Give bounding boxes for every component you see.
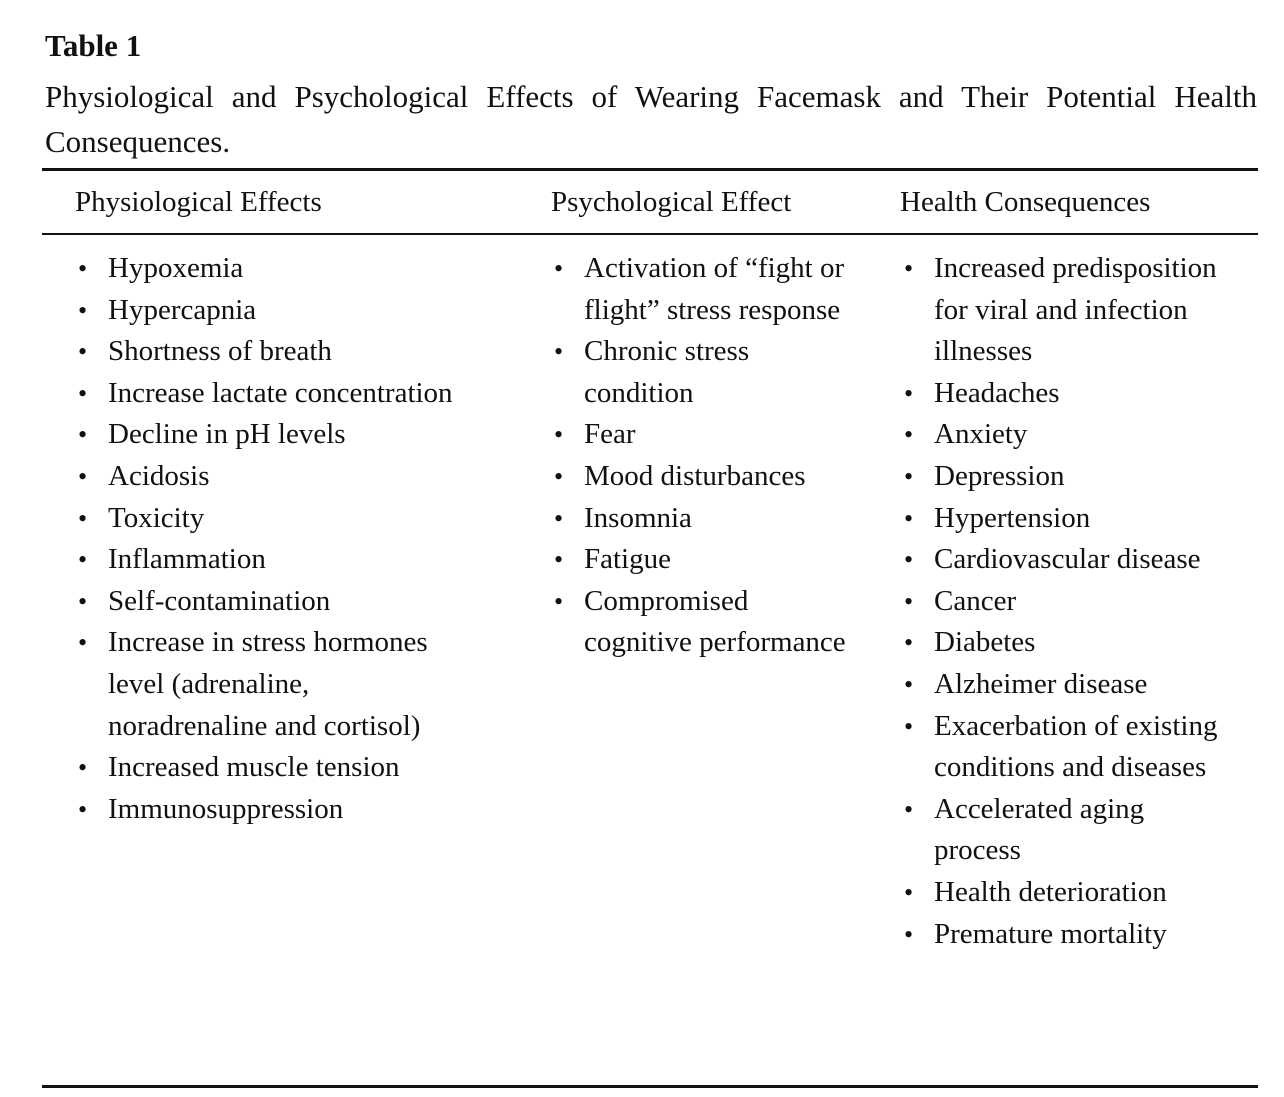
list-item: Accelerated aging process [904,789,1220,872]
list-item: Hypertension [904,498,1220,540]
list-item: Decline in pH levels [78,414,474,456]
list-item: Fear [554,414,850,456]
list-item: Headaches [904,373,1220,415]
list-item: Acidosis [78,456,474,498]
list-item: Insomnia [554,498,850,540]
list-item: Self-contamination [78,581,474,623]
top-rule [42,168,1258,171]
list-item: Anxiety [904,414,1220,456]
list-item: Health deterioration [904,872,1220,914]
list-item: Compromised cognitive performance [554,581,850,664]
list-item: Increased predisposition for viral and i… [904,248,1220,373]
list-item: Hypercapnia [78,290,474,332]
list-item: Chronic stress condition [554,331,850,414]
list-item: Depression [904,456,1220,498]
list-item: Mood disturbances [554,456,850,498]
list-item: Cancer [904,581,1220,623]
list-item: Alzheimer disease [904,664,1220,706]
list-item: Diabetes [904,622,1220,664]
list-item: Toxicity [78,498,474,540]
list-item: Exacerbation of existing conditions and … [904,706,1220,789]
list-item: Inflammation [78,539,474,581]
list-item: Increased muscle tension [78,747,474,789]
list-item: Cardiovascular disease [904,539,1220,581]
header-rule [42,233,1258,235]
table-caption: Physiological and Psychological Effects … [45,79,1257,159]
list-item: Immunosuppression [78,789,474,831]
list-item: Increase lactate concentration [78,373,474,415]
list-item: Fatigue [554,539,850,581]
column-header: Physiological Effects [75,186,322,218]
list-item: Increase in stress hormones level (adren… [78,622,474,747]
column-header: Psychological Effect [551,186,792,218]
column-list: Increased predisposition for viral and i… [904,248,1220,956]
column-list: HypoxemiaHypercapniaShortness of breathI… [78,248,474,831]
bottom-rule [42,1085,1258,1088]
column-header: Health Consequences [900,186,1151,218]
table-label: Table 1 [45,28,142,63]
list-item: Activation of “fight or flight” stress r… [554,248,850,331]
list-item: Shortness of breath [78,331,474,373]
column-list: Activation of “fight or flight” stress r… [554,248,850,664]
list-item: Hypoxemia [78,248,474,290]
list-item: Premature mortality [904,914,1220,956]
